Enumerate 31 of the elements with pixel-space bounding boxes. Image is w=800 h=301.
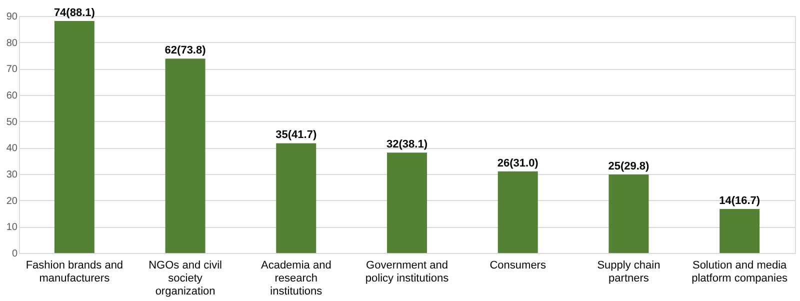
- x-tick-label: NGOs and civil society organization: [148, 260, 222, 298]
- y-tick-label: 20: [6, 196, 18, 207]
- data-label: 14(16.7): [719, 195, 760, 208]
- y-tick-label: 90: [6, 12, 18, 22]
- bar: [165, 58, 206, 253]
- x-tick-label: Consumers: [490, 260, 546, 272]
- data-label: 74(88.1): [54, 7, 96, 20]
- x-tick-label: Solution and media platform companies: [692, 260, 788, 284]
- y-tick-label: 70: [6, 64, 18, 76]
- data-label: 25(29.8): [608, 160, 650, 173]
- bar: [720, 209, 760, 253]
- y-tick-label: 30: [6, 170, 18, 180]
- bar: [387, 152, 427, 253]
- bar: [54, 21, 94, 253]
- y-tick-label: 0: [12, 248, 18, 260]
- y-tick-label: 50: [6, 116, 18, 128]
- y-tick-label: 80: [6, 38, 18, 49]
- data-label: 62(73.8): [164, 44, 206, 57]
- data-label: 32(38.1): [386, 138, 428, 151]
- data-label: 35(41.7): [276, 129, 317, 142]
- bar: [276, 143, 316, 253]
- y-tick-label: 60: [6, 90, 18, 102]
- bar: [608, 174, 649, 253]
- data-label: 26(31.0): [497, 157, 539, 170]
- x-tick-label: Academia and research institutions: [260, 260, 332, 298]
- y-tick-label: 10: [6, 222, 18, 234]
- x-tick-label: Supply chain partners: [597, 260, 660, 284]
- x-tick-label: Government and policy institutions: [365, 260, 450, 284]
- bar: [498, 171, 538, 253]
- x-tick-label: Fashion brands and manufacturers: [26, 260, 124, 284]
- y-tick-label: 40: [6, 143, 18, 154]
